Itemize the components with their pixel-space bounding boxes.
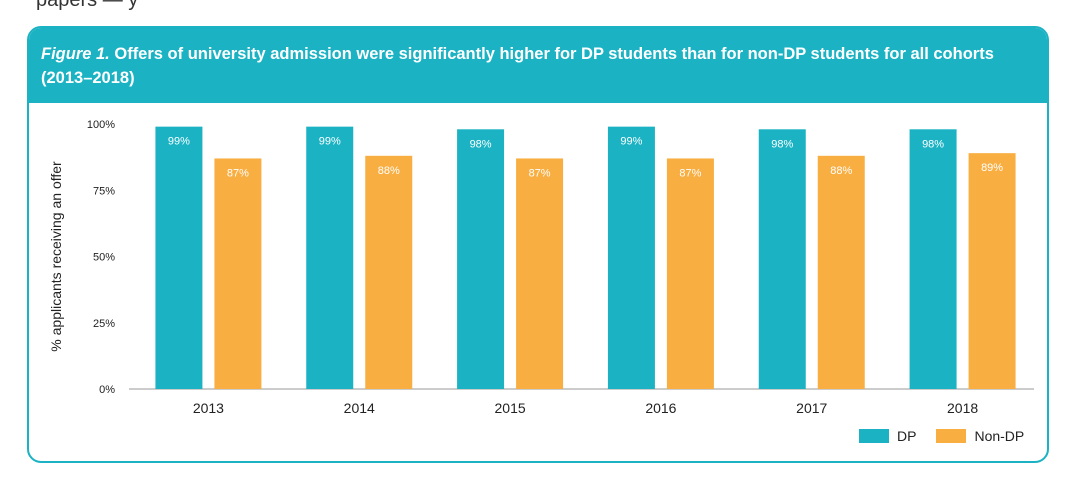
bar-value-label: 87%: [679, 167, 701, 179]
bar-chart: 0% 25% 50% 75% 100% % applicants receiving an…: [48, 119, 1034, 416]
bar-value-label: 98%: [922, 138, 944, 150]
bar-non-dp: [516, 158, 564, 389]
bar-value-label: 99%: [168, 136, 190, 148]
y-tick-label: 50%: [93, 252, 115, 264]
bar-dp: [457, 129, 505, 390]
bar-value-label: 87%: [529, 167, 551, 179]
bar-non-dp: [365, 155, 413, 389]
x-tick-label: 2016: [645, 400, 676, 416]
bar-non-dp: [214, 158, 262, 389]
top-cut-text: papers — y: [36, 0, 139, 11]
figure-header: Figure 1. Offers of university admission…: [29, 28, 1047, 103]
y-axis-title: % applicants receiving an offer: [48, 161, 64, 352]
bar-non-dp: [666, 158, 714, 389]
bar-value-label: 99%: [319, 136, 341, 148]
chart-legend: DP Non-DP: [859, 428, 1044, 444]
legend-swatch-non-dp: [936, 429, 967, 443]
figure-card: Figure 1. Offers of university admission…: [27, 26, 1049, 463]
bar-value-label: 99%: [620, 136, 642, 148]
bar-value-label: 88%: [830, 165, 852, 177]
legend-label-dp: DP: [897, 428, 917, 444]
bar-dp: [758, 129, 806, 390]
bar-dp: [909, 129, 957, 390]
y-tick-label: 0%: [99, 384, 115, 396]
bar-dp: [607, 126, 655, 390]
bar-non-dp: [968, 153, 1016, 389]
chart-labels: 99% 87% 2013 99% 88% 2014 98% 87% 2015 99% 87% 2016…: [168, 136, 1003, 416]
bar-value-label: 98%: [470, 138, 492, 150]
chart-axes: 0% 25% 50% 75% 100% % applicants receiving an…: [48, 119, 1034, 396]
bar-value-label: 88%: [378, 165, 400, 177]
legend-label-non-dp: Non-DP: [974, 428, 1025, 444]
bar-non-dp: [817, 155, 865, 389]
x-tick-label: 2014: [344, 400, 375, 416]
bar-value-label: 98%: [771, 138, 793, 150]
bar-value-label: 87%: [227, 167, 249, 179]
figure-label: Figure 1.: [41, 45, 110, 63]
bar-dp: [306, 126, 354, 390]
x-tick-label: 2015: [495, 400, 526, 416]
y-tick-label: 75%: [93, 185, 115, 197]
chart-bars: [155, 126, 1016, 390]
y-tick-label: 100%: [87, 119, 115, 131]
bar-value-label: 89%: [981, 162, 1003, 174]
legend-item-non-dp: Non-DP: [936, 428, 1024, 444]
bar-dp: [155, 126, 203, 390]
x-tick-label: 2018: [947, 400, 978, 416]
y-tick-label: 25%: [93, 318, 115, 330]
legend-item-dp: DP: [859, 428, 916, 444]
figure-caption: Offers of university admission were sign…: [41, 45, 994, 87]
x-tick-label: 2013: [193, 400, 224, 416]
legend-swatch-dp: [859, 429, 889, 443]
x-tick-label: 2017: [796, 400, 827, 416]
